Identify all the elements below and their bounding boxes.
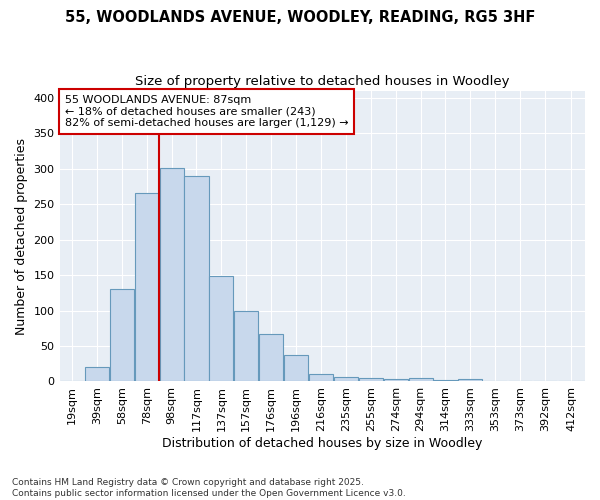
- Y-axis label: Number of detached properties: Number of detached properties: [15, 138, 28, 334]
- Title: Size of property relative to detached houses in Woodley: Size of property relative to detached ho…: [135, 75, 509, 88]
- Bar: [60, 380, 84, 382]
- Bar: [458, 380, 482, 382]
- Bar: [533, 380, 557, 382]
- Text: Contains HM Land Registry data © Crown copyright and database right 2025.
Contai: Contains HM Land Registry data © Crown c…: [12, 478, 406, 498]
- Bar: [433, 380, 458, 382]
- Bar: [334, 377, 358, 382]
- X-axis label: Distribution of detached houses by size in Woodley: Distribution of detached houses by size …: [162, 437, 482, 450]
- Bar: [309, 374, 333, 382]
- Text: 55, WOODLANDS AVENUE, WOODLEY, READING, RG5 3HF: 55, WOODLANDS AVENUE, WOODLEY, READING, …: [65, 10, 535, 25]
- Bar: [284, 355, 308, 382]
- Bar: [259, 334, 283, 382]
- Bar: [234, 311, 259, 382]
- Bar: [160, 168, 184, 382]
- Bar: [558, 380, 584, 382]
- Bar: [134, 194, 159, 382]
- Bar: [209, 276, 233, 382]
- Bar: [383, 380, 408, 382]
- Bar: [359, 378, 383, 382]
- Text: 55 WOODLANDS AVENUE: 87sqm
← 18% of detached houses are smaller (243)
82% of sem: 55 WOODLANDS AVENUE: 87sqm ← 18% of deta…: [65, 95, 349, 128]
- Bar: [85, 366, 109, 382]
- Bar: [508, 380, 532, 382]
- Bar: [110, 289, 134, 382]
- Bar: [409, 378, 433, 382]
- Bar: [483, 380, 508, 382]
- Bar: [184, 176, 209, 382]
